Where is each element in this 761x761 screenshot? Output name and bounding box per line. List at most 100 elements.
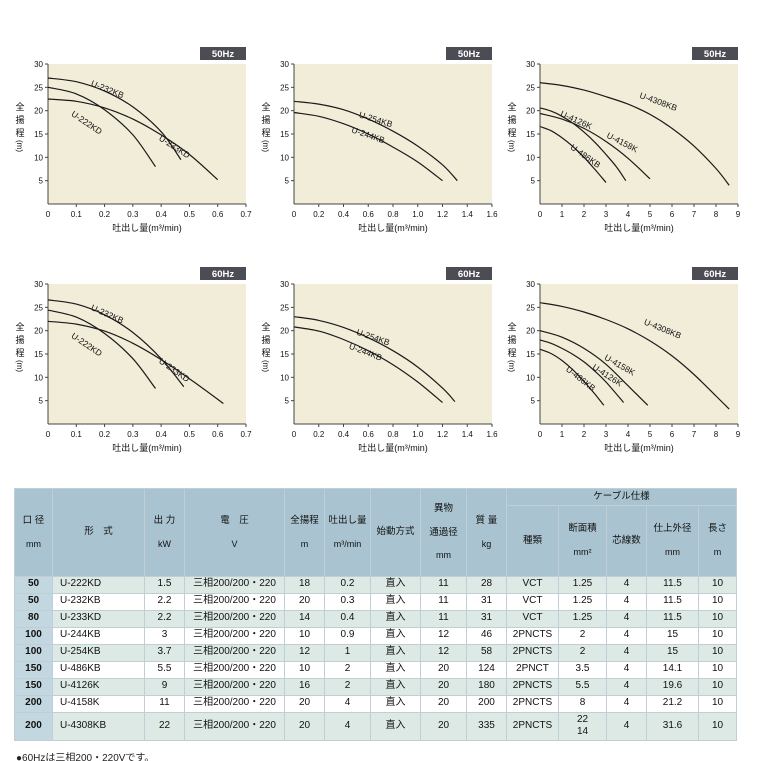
table-cell: 14.1 <box>646 660 699 679</box>
model-cell: U-4158K <box>52 694 145 713</box>
chart-60hz-large-pumps: 60Hz 5 10 15 20 25 30 0 1 2 3 4 5 6 7 8 9 吐出し量(m³/min) 全揚程… <box>504 266 744 474</box>
x-tick-label: 1.2 <box>437 430 449 439</box>
table-cell: 0.3 <box>324 592 371 611</box>
header-label: 長さ <box>707 523 727 535</box>
table-cell: 10 <box>284 626 325 645</box>
model-cell: U-4126K <box>52 677 145 696</box>
x-tick-label: 0 <box>292 210 297 219</box>
diameter-cell: 200 <box>14 711 53 741</box>
x-tick-label: 0.4 <box>338 430 350 439</box>
col-header-mass: 質 量 kg <box>466 488 507 577</box>
table-cell: 22 <box>144 711 185 741</box>
col-header-capacity: 吐出し量 m³/min <box>324 488 371 577</box>
y-axis-unit: (m) <box>15 140 24 152</box>
plot-area <box>294 284 492 424</box>
x-tick-label: 9 <box>736 210 741 219</box>
header-label: 始動方式 <box>376 526 415 538</box>
table-cell: 三相200/200・220 <box>184 575 285 594</box>
table-cell: 5.5 <box>558 677 607 696</box>
x-tick-label: 1.6 <box>486 430 498 439</box>
pump-curve-chart: 50Hz 5 10 15 20 25 30 0 1 2 3 4 5 6 7 8 9 吐出し量(m³/min) 全揚程… <box>507 47 741 233</box>
table-cell: 4 <box>606 660 647 679</box>
table-cell: 直入 <box>370 609 421 628</box>
table-row: 100 U-254KB 3.7 三相200/200・220 12 1 直入 12 58 2PNCT… <box>14 643 737 662</box>
y-tick-label: 10 <box>280 373 289 382</box>
table-cell: 11.5 <box>646 609 699 628</box>
y-tick-label: 25 <box>34 303 43 312</box>
table-cell: 2PNCTS <box>506 626 559 645</box>
table-cell: 4 <box>606 694 647 713</box>
table-cell: 200 <box>466 694 507 713</box>
spec-table-body: 50 U-222KD 1.5 三相200/200・220 18 0.2 直入 11 28 VCT 1… <box>14 575 737 741</box>
y-axis-unit: (m) <box>507 140 516 152</box>
col-header-cable-type: 種類 <box>506 504 559 577</box>
header-unit: m <box>300 538 309 549</box>
hz-badge-label: 50Hz <box>458 49 480 60</box>
x-tick-label: 0.4 <box>338 210 350 219</box>
model-cell: U-486KB <box>52 660 145 679</box>
table-cell: 20 <box>284 694 325 713</box>
table-cell: 三相200/200・220 <box>184 592 285 611</box>
y-tick-label: 25 <box>526 303 535 312</box>
table-cell: 2PNCTS <box>506 711 559 741</box>
y-axis-label: 程 <box>261 128 270 138</box>
y-tick-label: 20 <box>526 327 535 336</box>
y-axis-label: 程 <box>507 128 516 138</box>
x-tick-label: 0.6 <box>363 430 375 439</box>
x-tick-label: 0.7 <box>240 430 252 439</box>
y-tick-label: 15 <box>34 350 43 359</box>
table-cell: 4 <box>606 711 647 741</box>
table-cell: 0.4 <box>324 609 371 628</box>
x-axis-label: 吐出し量(m³/min) <box>358 442 428 453</box>
diameter-cell: 50 <box>14 575 53 594</box>
header-label: 断面積 <box>568 523 597 535</box>
x-tick-label: 0 <box>46 210 51 219</box>
chart-50hz-small-pumps: 50Hz 5 10 15 20 25 30 0 0.1 0.2 0.3 0.4 0.5 0.6 0.7 吐出し… <box>12 46 252 254</box>
table-cell: 124 <box>466 660 507 679</box>
table-cell: 3.7 <box>144 643 185 662</box>
table-cell: 三相200/200・220 <box>184 694 285 713</box>
hz-badge-label: 60Hz <box>704 269 726 280</box>
col-header-cable-group: ケーブル仕様 <box>506 488 737 506</box>
x-tick-label: 0.4 <box>156 210 168 219</box>
y-tick-label: 30 <box>526 280 535 289</box>
col-header-model: 形 式 <box>52 488 145 577</box>
x-tick-label: 1 <box>560 210 565 219</box>
table-cell: 12 <box>420 626 467 645</box>
x-tick-label: 5 <box>648 210 653 219</box>
header-label: 通過径 <box>429 526 458 538</box>
table-cell: 2PNCT <box>506 660 559 679</box>
y-tick-label: 15 <box>526 350 535 359</box>
curve-U-4158K <box>539 330 649 406</box>
y-tick-label: 30 <box>34 280 43 289</box>
y-axis-label: 程 <box>261 348 270 358</box>
col-header-voltage: 電 圧 V <box>184 488 285 577</box>
col-header-cable-area: 断面積 mm² <box>558 504 607 577</box>
header-unit: kW <box>158 538 171 549</box>
y-axis-label: 揚 <box>507 334 516 345</box>
plot-area <box>540 64 738 204</box>
x-tick-label: 5 <box>648 430 653 439</box>
x-tick-label: 6 <box>670 430 675 439</box>
chart-60hz-medium-pumps: 60Hz 5 10 15 20 25 30 0 0.2 0.4 0.6 0.8 1.0 1.2 1.4 1.6… <box>258 266 498 474</box>
curve-U-4158K <box>539 112 651 180</box>
pump-curve-chart: 50Hz 5 10 15 20 25 30 0 0.2 0.4 0.6 0.8 1.0 1.2 1.4 1.6… <box>261 47 498 233</box>
table-cell: 20 <box>420 711 467 741</box>
hz-badge <box>692 47 738 60</box>
header-label: 質 量 <box>475 514 498 526</box>
table-cell: 直入 <box>370 677 421 696</box>
header-label: 電 圧 <box>220 514 249 526</box>
header-unit: kg <box>481 538 492 549</box>
diameter-cell: 80 <box>14 609 53 628</box>
curve-U-4126K <box>539 339 625 403</box>
hz-badge-label: 50Hz <box>212 49 234 60</box>
table-cell: VCT <box>506 592 559 611</box>
x-tick-label: 0.7 <box>240 210 252 219</box>
x-tick-label: 1.0 <box>412 210 424 219</box>
plot-area <box>48 284 246 424</box>
y-axis-label: 全 <box>15 321 24 332</box>
col-header-cable-cores: 芯線数 <box>606 504 647 577</box>
table-cell: 22 14 <box>558 711 607 741</box>
header-label: 口 径 <box>22 514 45 526</box>
curve-U-233KD <box>47 320 224 404</box>
